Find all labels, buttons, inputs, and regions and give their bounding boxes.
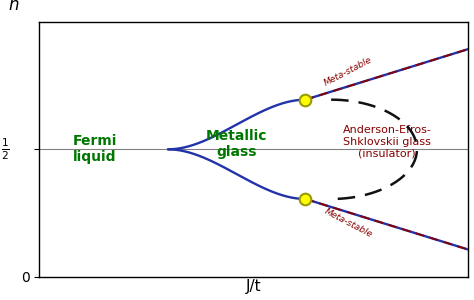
X-axis label: J/t: J/t — [246, 279, 262, 294]
Text: Fermi
liquid: Fermi liquid — [73, 134, 117, 164]
Text: Meta-stable: Meta-stable — [322, 207, 374, 239]
Text: Meta-stable: Meta-stable — [322, 56, 374, 88]
Point — [301, 196, 309, 201]
Point — [301, 97, 309, 102]
Text: Metallic
glass: Metallic glass — [206, 129, 267, 159]
Y-axis label: n: n — [9, 0, 19, 14]
Text: $\frac{1}{2}$: $\frac{1}{2}$ — [0, 136, 9, 162]
Text: Anderson-Efros-
Shklovskii glass
(insulator): Anderson-Efros- Shklovskii glass (insula… — [343, 125, 431, 158]
